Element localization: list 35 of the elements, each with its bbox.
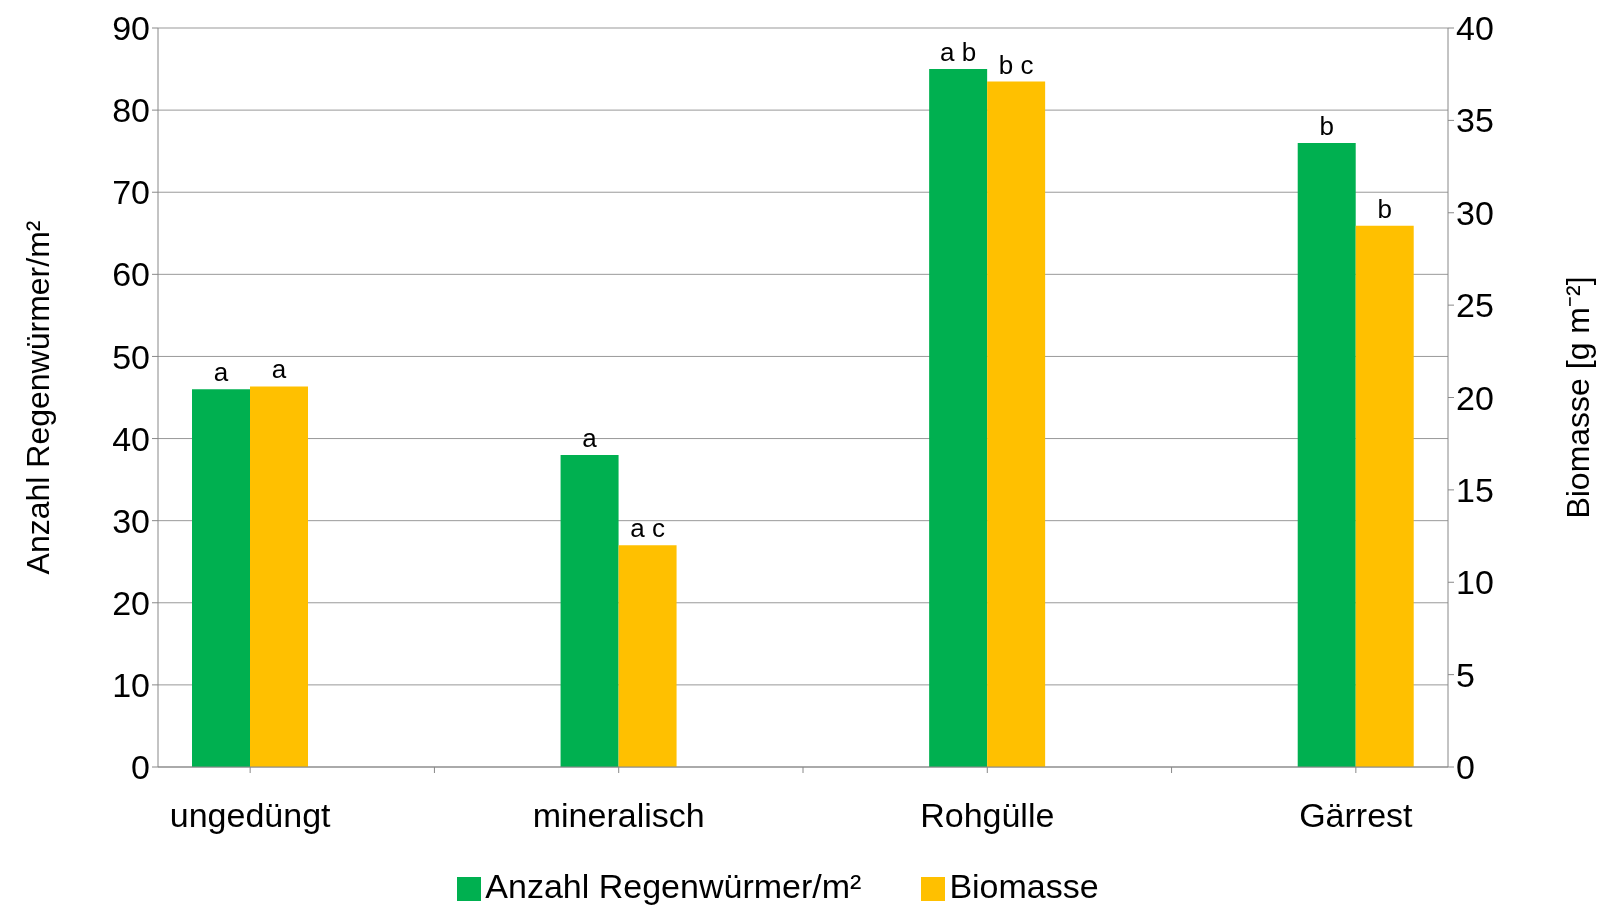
data-label: a (271, 354, 287, 385)
data-label: a (213, 357, 229, 388)
y2-tick-label: 0 (1456, 748, 1475, 787)
legend-label: Biomasse (949, 867, 1099, 905)
x-tick-label: mineralisch (532, 796, 705, 835)
y-tick-label: 40 (112, 419, 150, 458)
y-tick-label: 90 (112, 9, 150, 48)
y-tick-label: 70 (112, 173, 150, 212)
y2-tick-label: 25 (1456, 286, 1494, 325)
y-tick-label: 0 (131, 748, 150, 787)
y2-tick-label: 10 (1456, 563, 1494, 602)
y-tick-label: 20 (112, 583, 150, 622)
data-label: a c (630, 513, 665, 544)
data-label: b (1319, 110, 1334, 141)
y-tick-label: 80 (112, 91, 150, 130)
x-tick-label: ungedüngt (169, 796, 332, 835)
y2-tick-label: 20 (1456, 378, 1494, 417)
y2-tick-label: 30 (1456, 193, 1494, 232)
y2-tick-label: 5 (1456, 655, 1475, 694)
y2-tick-label: 35 (1456, 101, 1494, 140)
data-label: a b (940, 37, 977, 68)
data-label: a (582, 422, 598, 453)
data-label: b (1377, 193, 1392, 224)
y2-axis-title: Biomasse [g m⁻²] (1560, 276, 1597, 519)
y2-tick-label: 15 (1456, 470, 1494, 509)
data-label: b c (998, 49, 1034, 80)
y-tick-label: 60 (112, 255, 150, 294)
legend-label: Anzahl Regenwürmer/m² (485, 867, 862, 905)
y-axis-title: Anzahl Regenwürmer/m² (20, 220, 57, 575)
y-tick-label: 10 (112, 665, 150, 704)
y-tick-label: 50 (112, 337, 150, 376)
y2-tick-label: 40 (1456, 9, 1494, 48)
x-tick-label: Rohgülle (920, 796, 1055, 835)
x-tick-label: Gärrest (1299, 796, 1414, 835)
y-tick-label: 30 (112, 501, 150, 540)
